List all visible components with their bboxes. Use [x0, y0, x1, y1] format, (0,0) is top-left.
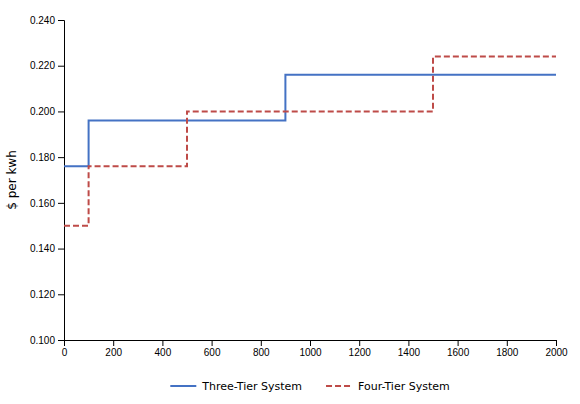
series-line: [64, 75, 556, 166]
tick: 0.200: [30, 106, 64, 117]
axis-line: [58, 21, 65, 341]
tick-mark: [58, 66, 64, 67]
tick-label: 0.220: [30, 60, 55, 71]
legend-swatch: [326, 385, 352, 387]
tick-label: 0: [62, 347, 68, 358]
tick: 600: [204, 340, 221, 358]
tick-label: 0.160: [30, 198, 55, 209]
tick-mark: [556, 340, 557, 346]
tick-mark: [58, 294, 64, 295]
tick-label: 1200: [349, 347, 372, 358]
tick-label: 0.140: [30, 243, 55, 254]
legend-label: Three-Tier System: [201, 380, 302, 393]
tick-mark: [58, 203, 64, 204]
legend-swatch: [170, 385, 196, 387]
tick-mark: [458, 340, 459, 346]
tick: 1200: [349, 340, 372, 358]
tick-label: 1000: [299, 347, 322, 358]
tick-label: 1600: [447, 347, 470, 358]
tick: 0.220: [30, 60, 64, 71]
tick-label: 1400: [398, 347, 421, 358]
legend: Three-Tier System Four-Tier System: [170, 380, 449, 393]
tick-label: 0.200: [30, 106, 55, 117]
axis-line: [65, 341, 557, 347]
y-axis-title: $ per kwh: [5, 150, 19, 210]
tick-mark: [408, 340, 409, 346]
tick: 800: [253, 340, 270, 358]
tick: 1400: [398, 340, 421, 358]
tick-label: 400: [155, 347, 172, 358]
legend-item: Three-Tier System: [170, 380, 302, 393]
tick-label: 600: [204, 347, 221, 358]
tick-mark: [359, 340, 360, 346]
tick: 1600: [447, 340, 470, 358]
tick-label: 0.240: [30, 15, 55, 26]
tick-label: 0.120: [30, 289, 55, 300]
tick-label: 2000: [545, 347, 568, 358]
series-group: [64, 57, 556, 226]
series-line: [64, 57, 556, 226]
y-axis: 0.100 0.120 0.140 0.160 0.180 0.200 0.220 0.240: [30, 15, 65, 346]
tick-mark: [58, 157, 64, 158]
tick-mark: [58, 249, 64, 250]
tick-label: 0.100: [30, 335, 55, 346]
tick: 0.100: [30, 335, 64, 346]
tick-mark: [113, 340, 114, 346]
tick-mark: [261, 340, 262, 346]
tick: 0: [62, 340, 68, 358]
tick: 0.140: [30, 243, 64, 254]
tick-mark: [310, 340, 311, 346]
tick-label: 800: [253, 347, 270, 358]
chart: 0 200 400 600 800 1000 1200 1400 1600 1800 2000 0.1…: [0, 0, 580, 404]
tick: 2000: [545, 340, 568, 358]
tick-mark: [212, 340, 213, 346]
tick-mark: [58, 111, 64, 112]
tick: 0.240: [30, 15, 64, 26]
tick: 0.180: [30, 152, 64, 163]
legend-label: Four-Tier System: [358, 380, 450, 393]
tick: 1000: [299, 340, 322, 358]
legend-item: Four-Tier System: [326, 380, 450, 393]
tick: 0.120: [30, 289, 64, 300]
tick-label: 1800: [496, 347, 519, 358]
tick-mark: [58, 340, 64, 341]
tick-label: 200: [105, 347, 122, 358]
tick-mark: [162, 340, 163, 346]
tick-mark: [507, 340, 508, 346]
tick: 0.160: [30, 198, 64, 209]
x-axis: 0 200 400 600 800 1000 1200 1400 1600 1800 2000: [62, 340, 568, 358]
tick: 400: [155, 340, 172, 358]
tick-label: 0.180: [30, 152, 55, 163]
plot: 0 200 400 600 800 1000 1200 1400 1600 1800 2000 0.1…: [5, 15, 568, 358]
tick: 200: [105, 340, 122, 358]
tick-mark: [58, 20, 64, 21]
tick: 1800: [496, 340, 519, 358]
